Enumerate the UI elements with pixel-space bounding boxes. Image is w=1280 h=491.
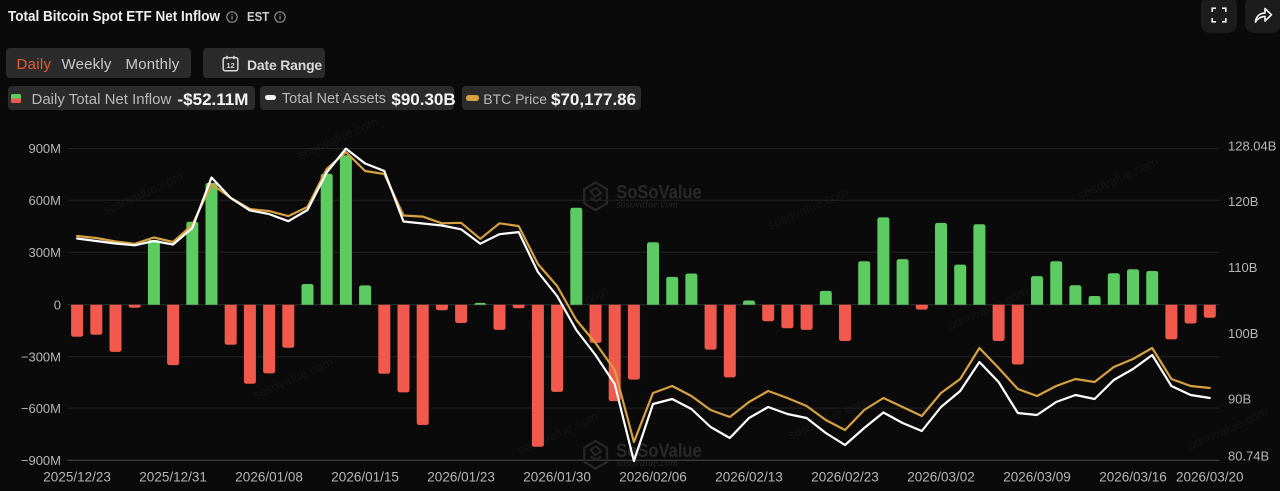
svg-text:900M: 900M: [28, 141, 61, 156]
svg-text:sosovalue.com: sosovalue.com: [250, 354, 335, 403]
svg-text:2026/01/08: 2026/01/08: [235, 470, 303, 485]
svg-text:100B: 100B: [1228, 326, 1258, 341]
svg-text:−900M: −900M: [21, 453, 61, 468]
svg-text:120B: 120B: [1228, 194, 1258, 209]
svg-text:−600M: −600M: [21, 401, 61, 416]
svg-text:sosovalue.com: sosovalue.com: [295, 114, 380, 163]
svg-text:2025/12/31: 2025/12/31: [139, 470, 207, 485]
svg-text:2025/12/23: 2025/12/23: [43, 470, 111, 485]
svg-text:−300M: −300M: [21, 349, 61, 364]
svg-text:sosovalue.com: sosovalue.com: [1075, 154, 1160, 203]
svg-text:sosovalue.com: sosovalue.com: [616, 200, 678, 211]
svg-text:sosovalue.com: sosovalue.com: [765, 184, 850, 233]
svg-text:600M: 600M: [28, 193, 61, 208]
svg-text:2026/03/16: 2026/03/16: [1099, 470, 1167, 485]
svg-text:sosovalue.com: sosovalue.com: [100, 169, 185, 218]
svg-text:2026/01/15: 2026/01/15: [331, 470, 399, 485]
svg-text:2026/01/30: 2026/01/30: [523, 470, 591, 485]
svg-text:2026/03/20: 2026/03/20: [1176, 470, 1244, 485]
svg-text:128.04B: 128.04B: [1228, 139, 1276, 154]
svg-text:2026/02/13: 2026/02/13: [715, 470, 783, 485]
svg-text:90B: 90B: [1228, 392, 1251, 407]
svg-text:300M: 300M: [28, 245, 61, 260]
svg-text:sosovalue.com: sosovalue.com: [1185, 404, 1270, 453]
svg-text:2026/03/02: 2026/03/02: [907, 470, 975, 485]
svg-text:110B: 110B: [1228, 260, 1257, 275]
svg-text:2026/01/23: 2026/01/23: [427, 470, 495, 485]
svg-text:2026/02/23: 2026/02/23: [811, 470, 879, 485]
svg-text:0: 0: [54, 298, 61, 313]
svg-text:SoSoValue: SoSoValue: [616, 182, 701, 203]
svg-text:sosovalue.com: sosovalue.com: [616, 458, 678, 469]
svg-text:2026/03/09: 2026/03/09: [1003, 470, 1071, 485]
svg-text:2026/02/06: 2026/02/06: [619, 470, 687, 485]
svg-text:12: 12: [226, 61, 234, 70]
svg-text:sosovalue.com: sosovalue.com: [515, 409, 600, 458]
svg-text:SoSoValue: SoSoValue: [616, 440, 701, 461]
svg-text:80.74B: 80.74B: [1228, 449, 1269, 464]
